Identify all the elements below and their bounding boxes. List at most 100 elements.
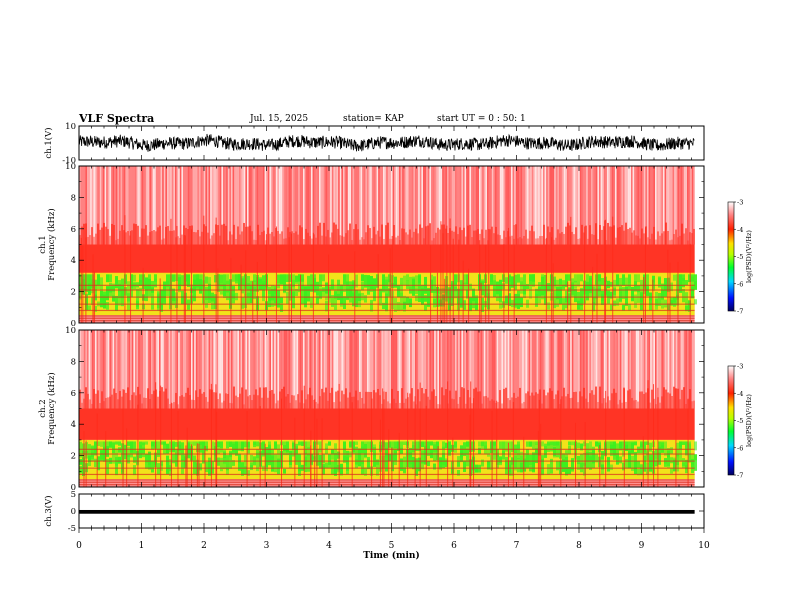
psd-green-patch (133, 456, 136, 463)
psd-green-patch (124, 452, 127, 460)
psd-green-patch (496, 289, 499, 295)
psd-flare (235, 395, 237, 409)
psd-flare (413, 231, 415, 245)
psd-streak (320, 166, 323, 245)
psd-green-patch (679, 448, 682, 462)
psd-streak (666, 166, 668, 245)
psd-flare (491, 226, 493, 245)
psd-green-patch (151, 441, 154, 447)
psd-sferic (159, 278, 161, 323)
psd-streak (296, 330, 299, 409)
psd-flare (301, 227, 303, 245)
psd-flare (105, 226, 107, 245)
psd-flare (675, 229, 677, 245)
psd-streak (191, 330, 193, 409)
psd-green-patch (193, 441, 196, 446)
psd-streak (208, 166, 211, 245)
psd-flare (559, 233, 561, 245)
psd-flare (451, 230, 453, 245)
psd-green-patch (154, 274, 157, 288)
psd-streak (472, 166, 475, 245)
psd-streak (231, 330, 233, 409)
psd-streak (227, 166, 230, 245)
psd-streak (293, 166, 295, 245)
psd-streak (461, 330, 463, 409)
psd-streak (597, 330, 599, 409)
psd-streak (317, 166, 319, 245)
psd-green-patch (376, 464, 379, 476)
psd-streak (301, 166, 303, 245)
psd-flare (305, 228, 307, 245)
psd-green-patch (418, 290, 421, 303)
psd-streak (208, 330, 211, 409)
psd-flare (205, 397, 207, 409)
psd-flare (103, 401, 105, 409)
psd-streak (685, 166, 687, 245)
psd-streak (349, 330, 351, 409)
psd-streak (687, 166, 689, 245)
psd-green-patch (388, 454, 391, 462)
psd-flare (265, 387, 267, 409)
psd-green-patch (520, 277, 523, 287)
psd-green-patch (148, 288, 151, 297)
psd-green-patch (349, 281, 352, 296)
psd-sferic (689, 243, 691, 323)
psd-streak (658, 330, 660, 409)
y-tick-label: 8 (71, 357, 76, 367)
y-tick-label: 2 (71, 452, 76, 462)
psd-green-patch (622, 462, 625, 471)
psd-sferic (137, 404, 139, 487)
psd-flare (479, 233, 481, 245)
psd-streak (365, 330, 367, 409)
psd-streak (330, 166, 332, 245)
psd-sferic (407, 392, 409, 487)
psd-flare (357, 229, 359, 245)
psd-flare (375, 234, 377, 245)
psd-green-patch (553, 279, 556, 289)
station-label: station= KAP (343, 114, 404, 124)
psd-flare (465, 403, 467, 409)
y-axis-label: ch.1 (38, 235, 48, 253)
psd-streak (429, 166, 431, 245)
psd-green-patch (568, 293, 571, 306)
psd-streak (189, 330, 191, 409)
psd-flare (311, 395, 313, 409)
psd-green-patch (292, 291, 295, 309)
psd-green-patch (586, 274, 589, 285)
psd-green-patch (550, 441, 553, 446)
psd-harmonic-line (79, 309, 695, 312)
psd-flare (527, 238, 529, 245)
psd-flare (253, 394, 255, 409)
psd-flare (235, 239, 237, 245)
psd-green-patch (220, 441, 223, 448)
psd-green-patch (427, 441, 430, 456)
psd-streak (224, 330, 227, 409)
psd-green-patch (682, 278, 685, 288)
psd-flare (629, 389, 631, 409)
psd-flare (89, 235, 91, 245)
psd-green-patch (430, 441, 433, 446)
x-tick-label: 6 (451, 541, 457, 551)
psd-streak (189, 166, 191, 245)
psd-green-patch (277, 444, 280, 463)
psd-flare (457, 403, 459, 409)
psd-green-patch (646, 287, 649, 296)
psd-green-patch (109, 274, 112, 283)
psd-flare (555, 394, 557, 409)
psd-green-patch (379, 288, 382, 298)
psd-flare (335, 391, 337, 409)
psd-streak (602, 166, 604, 245)
psd-green-patch (643, 280, 646, 295)
psd-green-patch (466, 274, 469, 285)
psd-green-patch (289, 287, 292, 296)
psd-flare (497, 234, 499, 245)
psd-streak (223, 330, 225, 409)
psd-streak (187, 166, 190, 245)
psd-flare (649, 402, 651, 409)
colorbar-tick-label: -3 (737, 363, 743, 371)
psd-streak (487, 330, 489, 409)
psd-green-patch (298, 274, 301, 282)
psd-streak (643, 166, 646, 245)
x-tick-label: 2 (201, 541, 207, 551)
psd-green-patch (628, 304, 631, 311)
